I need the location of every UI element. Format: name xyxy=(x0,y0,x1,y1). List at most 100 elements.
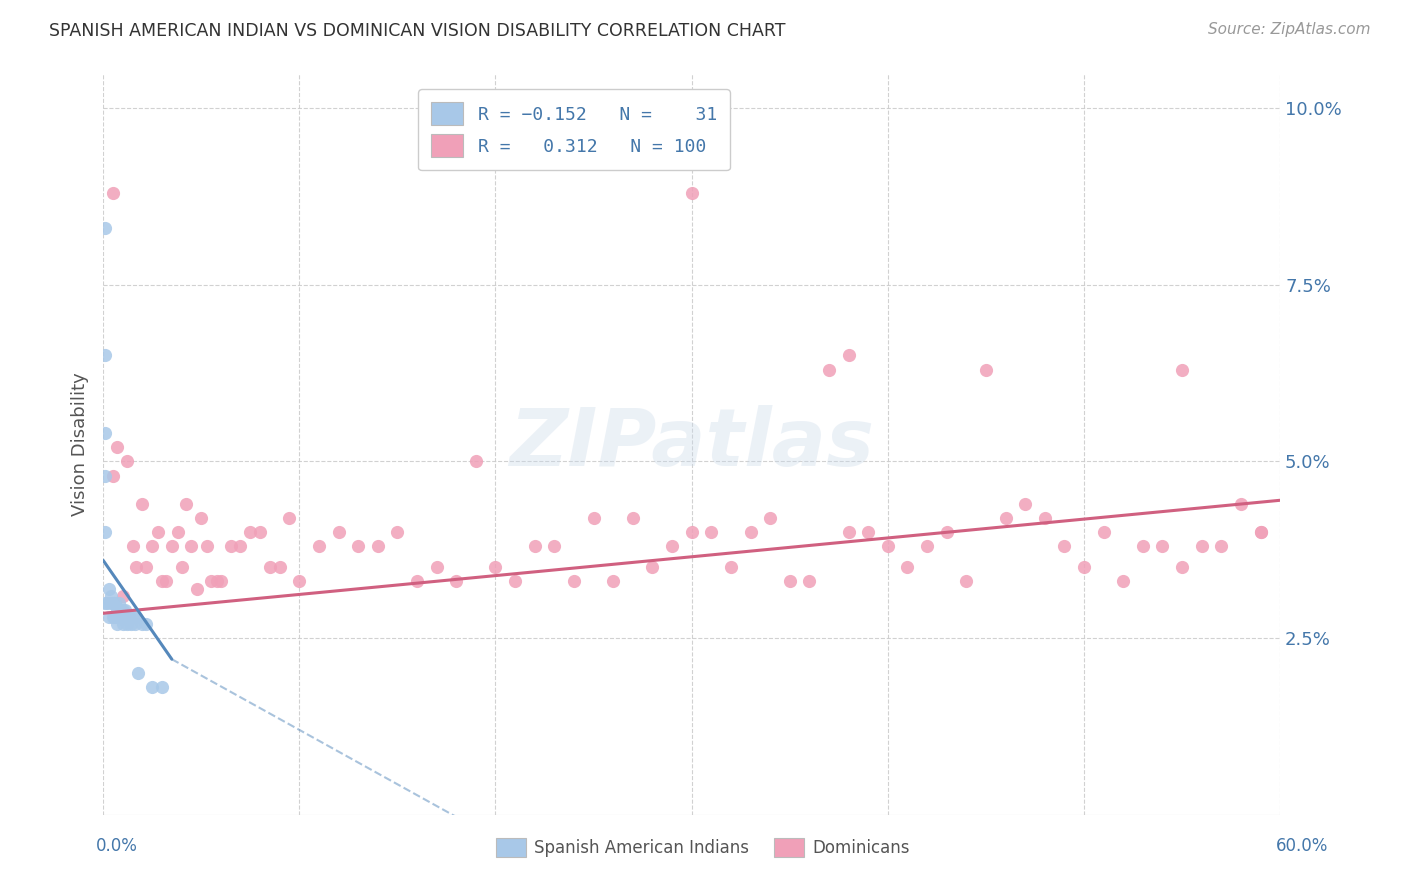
Point xyxy=(1033,511,1056,525)
Point xyxy=(1092,524,1115,539)
Point xyxy=(523,539,546,553)
Point xyxy=(105,616,128,631)
Point xyxy=(135,560,157,574)
Point xyxy=(98,582,121,596)
Point xyxy=(700,524,723,539)
Point xyxy=(543,539,565,553)
Point xyxy=(219,539,242,553)
Point xyxy=(110,603,132,617)
Point xyxy=(155,574,177,589)
Point xyxy=(328,524,350,539)
Point xyxy=(1152,539,1174,553)
Point xyxy=(205,574,228,589)
Point xyxy=(174,497,197,511)
Point xyxy=(681,186,703,200)
Point xyxy=(101,468,124,483)
Point xyxy=(150,574,173,589)
Point xyxy=(180,539,202,553)
Point xyxy=(1112,574,1135,589)
Point xyxy=(278,511,301,525)
Point xyxy=(121,539,143,553)
Point xyxy=(503,574,526,589)
Point xyxy=(740,524,762,539)
Point xyxy=(120,616,142,631)
Point xyxy=(111,616,134,631)
Point xyxy=(110,609,132,624)
Point xyxy=(269,560,291,574)
Point xyxy=(104,596,127,610)
Point xyxy=(125,560,148,574)
Point xyxy=(347,539,370,553)
Point xyxy=(288,574,311,589)
Point xyxy=(621,511,644,525)
Point xyxy=(582,511,605,525)
Point xyxy=(166,524,188,539)
Point xyxy=(131,497,153,511)
Point xyxy=(101,596,124,610)
Point xyxy=(117,609,139,624)
Point xyxy=(387,524,409,539)
Point xyxy=(114,609,136,624)
Point xyxy=(779,574,801,589)
Point xyxy=(141,539,163,553)
Point xyxy=(602,574,624,589)
Point xyxy=(955,574,977,589)
Point xyxy=(1230,497,1253,511)
Point xyxy=(94,468,117,483)
Point xyxy=(209,574,232,589)
Point xyxy=(124,616,146,631)
Point xyxy=(838,349,860,363)
Point xyxy=(720,560,742,574)
Point xyxy=(190,511,212,525)
Point xyxy=(111,603,134,617)
Point xyxy=(406,574,429,589)
Point xyxy=(115,454,138,468)
Text: 0.0%: 0.0% xyxy=(96,837,138,855)
Point xyxy=(464,454,486,468)
Point xyxy=(974,362,997,376)
Point xyxy=(101,186,124,200)
Point xyxy=(105,603,128,617)
Point xyxy=(308,539,330,553)
Point xyxy=(641,560,664,574)
Point xyxy=(1014,497,1036,511)
Point xyxy=(1191,539,1213,553)
Point xyxy=(94,596,117,610)
Point xyxy=(146,524,169,539)
Point xyxy=(1250,524,1272,539)
Point xyxy=(115,616,138,631)
Point xyxy=(681,524,703,539)
Point xyxy=(100,596,122,610)
Text: Source: ZipAtlas.com: Source: ZipAtlas.com xyxy=(1208,22,1371,37)
Point xyxy=(1132,539,1154,553)
Point xyxy=(994,511,1017,525)
Point xyxy=(150,681,173,695)
Point xyxy=(239,524,262,539)
Point xyxy=(108,596,131,610)
Point xyxy=(896,560,918,574)
Point xyxy=(876,539,898,553)
Point xyxy=(94,524,117,539)
Point xyxy=(1250,524,1272,539)
Point xyxy=(367,539,389,553)
Point xyxy=(108,609,131,624)
Point xyxy=(759,511,782,525)
Point xyxy=(838,524,860,539)
Point xyxy=(125,609,148,624)
Y-axis label: Vision Disability: Vision Disability xyxy=(72,372,89,516)
Legend: R = −0.152   N =    31, R =   0.312   N = 100: R = −0.152 N = 31, R = 0.312 N = 100 xyxy=(418,89,730,170)
Point xyxy=(1053,539,1076,553)
Point xyxy=(104,609,127,624)
Point xyxy=(444,574,467,589)
Point xyxy=(229,539,252,553)
Point xyxy=(170,560,193,574)
Point xyxy=(259,560,281,574)
Point xyxy=(935,524,957,539)
Point xyxy=(94,221,117,235)
Point xyxy=(1171,560,1194,574)
Point xyxy=(101,609,124,624)
Point xyxy=(111,589,134,603)
Point xyxy=(186,582,208,596)
Point xyxy=(661,539,683,553)
Point xyxy=(858,524,880,539)
